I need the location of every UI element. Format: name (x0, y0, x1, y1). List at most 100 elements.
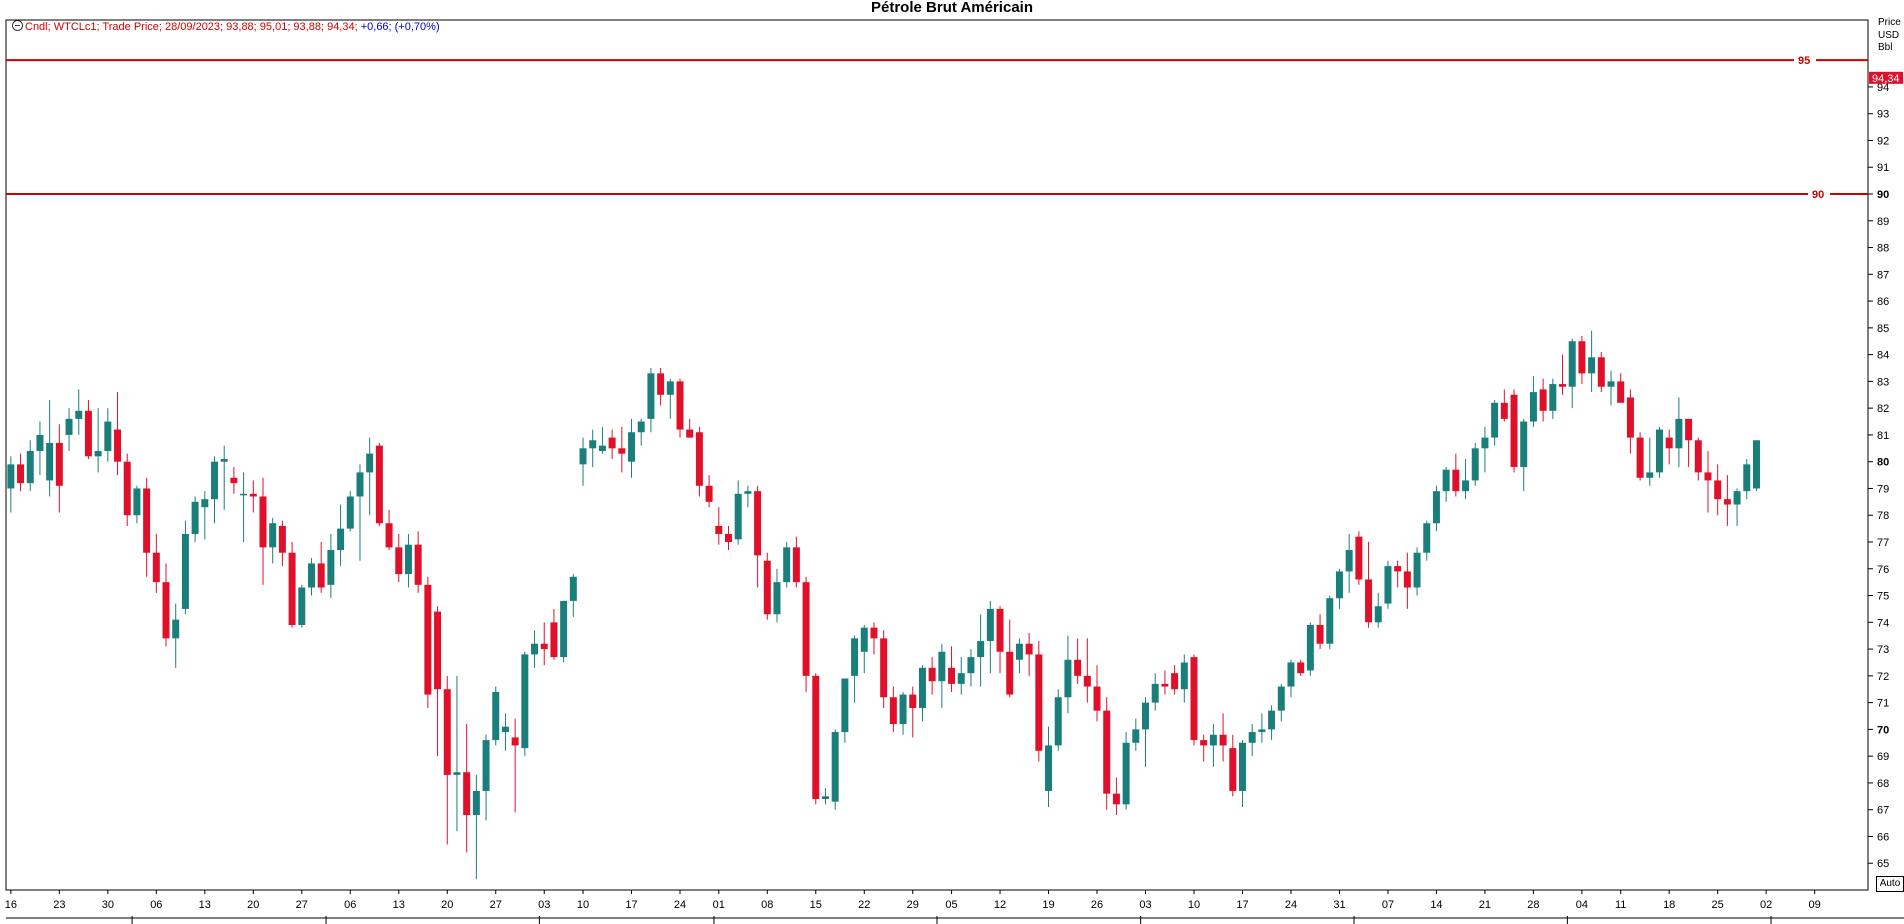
candle-body (521, 654, 529, 749)
y-tick-label-65: 65 (1877, 858, 1889, 870)
candle-body (375, 445, 383, 524)
candle-body (1365, 579, 1373, 623)
y-tick-label-79: 79 (1877, 483, 1889, 495)
candle-body (657, 373, 665, 395)
candle-body (1093, 686, 1101, 711)
y-tick-label-70: 70 (1877, 724, 1889, 736)
candle-body (569, 576, 577, 601)
x-tick-label: 27 (296, 899, 308, 911)
x-tick-label: 01 (713, 899, 725, 911)
candle-body (909, 694, 917, 708)
candle-body (589, 440, 597, 449)
candle-body (831, 732, 839, 802)
y-tick-label-86: 86 (1877, 296, 1889, 308)
candle-body (1588, 357, 1596, 374)
x-tick-label: 05 (945, 899, 957, 911)
candle-body (812, 675, 820, 799)
candle-body (1209, 734, 1217, 746)
candle-body (1432, 491, 1440, 524)
candle-body (492, 691, 500, 741)
x-tick-label: 18 (1663, 899, 1675, 911)
month-label: mai 2023 (827, 922, 882, 924)
candle-body (1355, 536, 1363, 580)
candle-body (1374, 606, 1382, 623)
x-tick-label: 30 (102, 899, 114, 911)
candle-body (1006, 651, 1014, 695)
candle-body (792, 547, 800, 583)
candle-body (841, 678, 849, 733)
y-tick-label-66: 66 (1877, 831, 1889, 843)
candle-body (802, 582, 810, 676)
last-price-tag (1869, 71, 1903, 84)
x-tick-label: 24 (1285, 899, 1297, 911)
y-tick-label-83: 83 (1877, 376, 1889, 388)
candle-body (1559, 384, 1567, 387)
candle-body (821, 796, 829, 799)
x-tick-label: 19 (1042, 899, 1054, 911)
candle-body (1510, 394, 1518, 468)
candle-body (1394, 566, 1402, 572)
candle-body (1229, 748, 1237, 791)
candle-body (773, 582, 781, 615)
candle-body (1714, 480, 1722, 500)
candle-body (918, 667, 926, 708)
candle-body (1268, 710, 1276, 730)
candle-body (734, 493, 742, 540)
x-tick-label: 17 (1236, 899, 1248, 911)
month-label: juin 2023 (1029, 922, 1086, 924)
x-tick-label: 12 (994, 899, 1006, 911)
candle-body (1219, 734, 1227, 746)
x-tick-label: 23 (53, 899, 65, 911)
candle-body (1335, 571, 1343, 599)
candle-body (327, 550, 335, 585)
candle-body (1015, 643, 1023, 660)
candle-body (1083, 675, 1091, 687)
candle-body (278, 525, 286, 553)
candle-body (1025, 643, 1033, 655)
y-tick-label-82: 82 (1877, 403, 1889, 415)
x-tick-label: 20 (441, 899, 453, 911)
candle-body (162, 582, 170, 639)
x-tick-label: 02 (1760, 899, 1772, 911)
candle-body (1743, 464, 1751, 492)
candle-body (1064, 659, 1072, 698)
candle-body (1549, 384, 1557, 411)
candle-body (860, 627, 868, 652)
y-tick-label-74: 74 (1877, 617, 1889, 629)
candle-body (75, 410, 83, 419)
month-label: octobre 2023 (1784, 922, 1864, 924)
y-tick-label-69: 69 (1877, 751, 1889, 763)
candle-body (686, 429, 694, 438)
candle-body (579, 448, 587, 465)
candle-body (1248, 732, 1256, 743)
y-tick-label-80: 80 (1877, 457, 1889, 469)
legend: Cndl; WTCLc1; Trade Price; 28/09/2023; 9… (12, 20, 440, 33)
candle-body (1180, 662, 1188, 690)
candle-body (531, 643, 539, 655)
auto-scale-button[interactable]: Auto (1876, 876, 1904, 892)
candle-body (443, 689, 451, 775)
candle-body (666, 381, 674, 395)
candle-body (65, 418, 73, 435)
candle-body (1617, 381, 1625, 403)
candle-body (1442, 469, 1450, 492)
y-tick-label-73: 73 (1877, 644, 1889, 656)
axis-unit-label: Bbl (1878, 42, 1893, 53)
candle-body (1277, 686, 1285, 711)
plot-frame (5, 19, 1869, 891)
candle-body (715, 525, 723, 534)
x-tick-label: 03 (538, 899, 550, 911)
candle-body (1151, 683, 1159, 703)
candle-body (356, 472, 364, 497)
candle-body (482, 740, 490, 791)
y-tick-label-89: 89 (1877, 216, 1889, 228)
legend-text: Cndl; WTCLc1; Trade Price; 28/09/2023; 9… (25, 21, 358, 33)
y-tick-label-87: 87 (1877, 269, 1889, 281)
candle-body (1413, 552, 1421, 588)
candle-body (608, 437, 616, 449)
candle-body (1103, 710, 1111, 794)
candle-body (1646, 472, 1654, 478)
y-tick-label-67: 67 (1877, 805, 1889, 817)
month-label: février 2023 (217, 922, 289, 924)
